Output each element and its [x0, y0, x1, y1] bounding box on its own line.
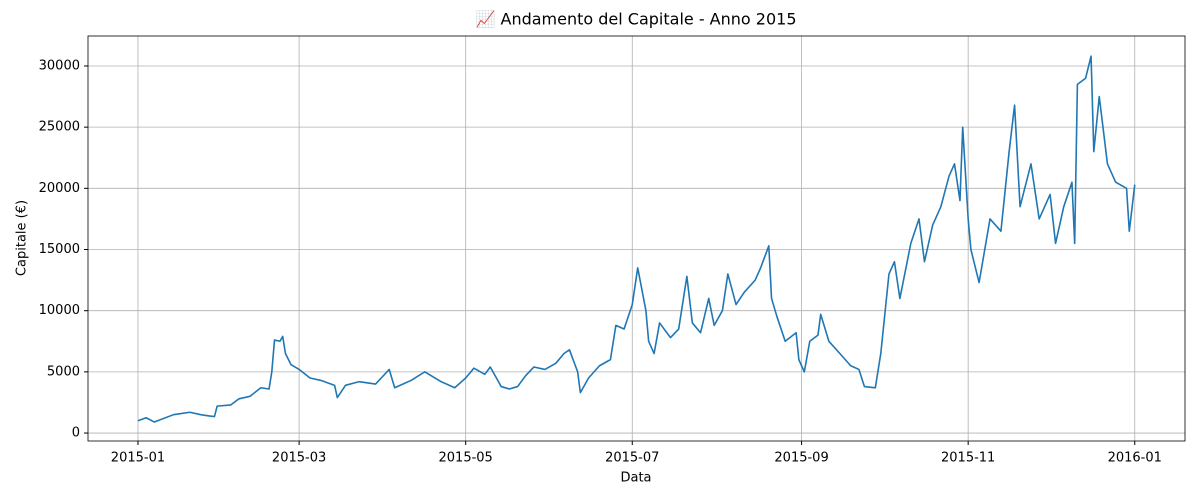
y-axis-label: Capitale (€)	[15, 200, 30, 276]
plot-frame	[87, 35, 1186, 442]
chart-title: 📈 Andamento del Capitale - Anno 2015	[475, 10, 796, 29]
y-tick-label: 20000	[39, 181, 80, 196]
y-tick-label: 0	[72, 426, 80, 441]
y-tick-label: 10000	[39, 303, 80, 318]
x-axis-label: Data	[620, 471, 651, 486]
x-tick-label: 2015-09	[774, 451, 828, 466]
y-tick-label: 5000	[47, 364, 80, 379]
x-tick-label: 2015-03	[272, 451, 326, 466]
y-tick-label: 25000	[39, 120, 80, 135]
y-tick-label: 15000	[39, 242, 80, 257]
x-tick-label: 2015-11	[941, 451, 995, 466]
x-tick-label: 2015-05	[439, 451, 493, 466]
x-tick-label: 2016-01	[1108, 451, 1162, 466]
line	[137, 55, 1136, 423]
y-tick-label: 30000	[39, 58, 80, 73]
x-tick-label: 2015-01	[111, 451, 165, 466]
x-tick-label: 2015-07	[605, 451, 659, 466]
